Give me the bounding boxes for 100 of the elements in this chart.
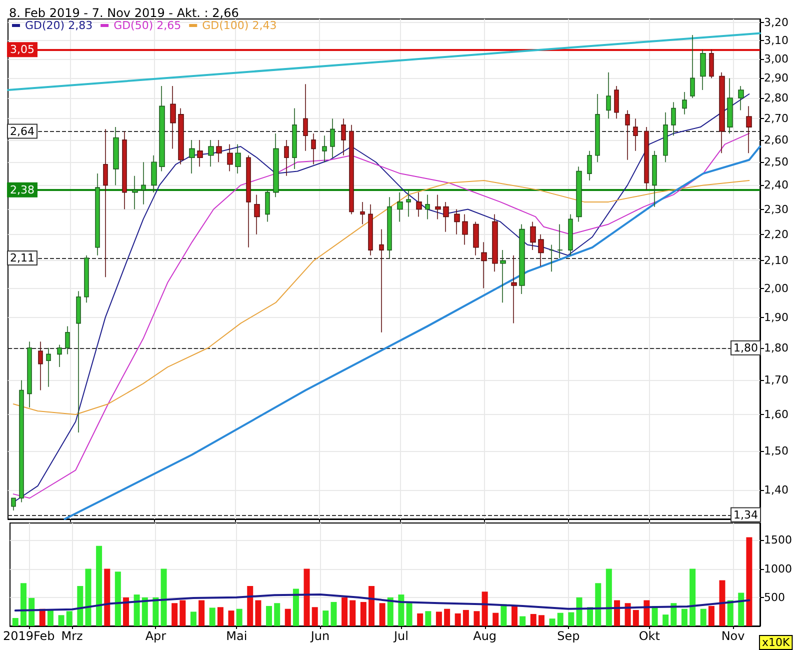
- bar: [47, 610, 54, 626]
- candlestick: [11, 498, 16, 511]
- candlestick: [208, 140, 214, 168]
- bar: [719, 580, 726, 626]
- candlestick: [416, 192, 422, 218]
- y-tick-label: 1,70: [764, 374, 788, 387]
- candlestick: [254, 194, 260, 235]
- candlestick: [84, 254, 89, 304]
- y-tick-label: 1,90: [764, 310, 788, 324]
- bar: [492, 612, 499, 626]
- candlestick: [606, 72, 611, 119]
- candlestick: [576, 166, 582, 222]
- candlestick: [27, 341, 32, 408]
- y-tick-label: 2,50: [764, 156, 788, 169]
- candlestick: [682, 92, 687, 115]
- y-tick-label: 2,80: [764, 92, 788, 105]
- bar: [368, 586, 375, 626]
- y-tick-label: 3,10: [764, 34, 788, 47]
- y-tick-label: 2,60: [764, 133, 788, 146]
- bar: [330, 602, 337, 626]
- y-tick-label: 1,50: [764, 444, 788, 458]
- bar: [425, 611, 432, 626]
- bar: [708, 606, 714, 626]
- candlestick: [511, 254, 517, 324]
- candlestick: [652, 150, 657, 208]
- bar: [398, 594, 404, 626]
- candlestick: [265, 190, 270, 222]
- bar: [85, 568, 92, 626]
- candlestick: [132, 175, 138, 210]
- bar: [549, 618, 556, 626]
- candlestick: [189, 140, 195, 174]
- candlestick: [387, 196, 392, 258]
- bar: [624, 603, 631, 626]
- y-tick-label: 2,20: [764, 228, 788, 241]
- bar: [292, 588, 299, 626]
- bar: [738, 592, 744, 626]
- bar: [350, 600, 356, 626]
- bar: [436, 612, 442, 626]
- bar: [387, 597, 394, 626]
- candlestick: [151, 154, 157, 193]
- candlestick: [406, 190, 411, 218]
- bar: [20, 583, 26, 626]
- bar: [520, 616, 526, 626]
- candlestick: [57, 344, 62, 368]
- bar: [746, 537, 752, 626]
- bar: [530, 614, 536, 626]
- y-tick-label: 2,90: [764, 72, 788, 85]
- bar: [568, 612, 574, 626]
- bar: [180, 600, 186, 626]
- bar: [406, 603, 412, 626]
- candlestick: [397, 192, 403, 222]
- candlestick: [663, 112, 668, 163]
- x-tick-label: Mrz: [61, 629, 83, 643]
- bar: [614, 600, 620, 626]
- bar: [114, 572, 121, 626]
- candlestick: [311, 133, 316, 165]
- x-tick-label: Jul: [392, 629, 408, 643]
- candlestick: [530, 221, 536, 250]
- candlestick: [727, 78, 733, 134]
- bar: [172, 603, 178, 626]
- bar: [236, 608, 242, 626]
- bar: [606, 568, 612, 626]
- bar: [462, 610, 469, 626]
- candlestick: [303, 84, 308, 152]
- ref-line-label: 1,80: [734, 341, 758, 354]
- bar: [662, 614, 669, 626]
- candlestick: [65, 326, 70, 355]
- candlestick: [700, 49, 706, 90]
- candlestick: [492, 214, 498, 272]
- x-tick-label: 2019Feb: [2, 629, 55, 643]
- candlestick: [671, 102, 676, 136]
- line-series: [64, 146, 761, 520]
- candlestick: [246, 154, 251, 248]
- bar: [342, 597, 348, 626]
- bar: [134, 594, 140, 626]
- bar: [652, 606, 658, 626]
- candlestick: [122, 130, 127, 210]
- candlestick: [481, 242, 487, 289]
- bar: [690, 568, 696, 626]
- bar: [454, 613, 461, 626]
- y-tick-label: 2,10: [764, 254, 788, 268]
- candlestick: [379, 228, 384, 333]
- candlestick: [360, 202, 365, 225]
- candlestick: [273, 133, 279, 198]
- candlestick: [425, 194, 430, 220]
- y-tick-label: 1500: [764, 534, 792, 547]
- x-tick-label: Sep: [557, 629, 580, 643]
- legend-label: GD(20) 2,83: [25, 19, 93, 32]
- candlestick: [197, 140, 203, 168]
- legend-label: GD(50) 2,65: [114, 19, 182, 32]
- bar: [152, 597, 159, 626]
- bar: [160, 568, 167, 626]
- line-series: [14, 594, 750, 612]
- bar: [681, 608, 688, 626]
- bar: [322, 610, 329, 626]
- candlestick: [500, 250, 506, 304]
- ref-line-label: 2,38: [10, 183, 34, 196]
- candlestick: [216, 140, 222, 163]
- bar: [512, 606, 518, 626]
- bar: [28, 598, 35, 626]
